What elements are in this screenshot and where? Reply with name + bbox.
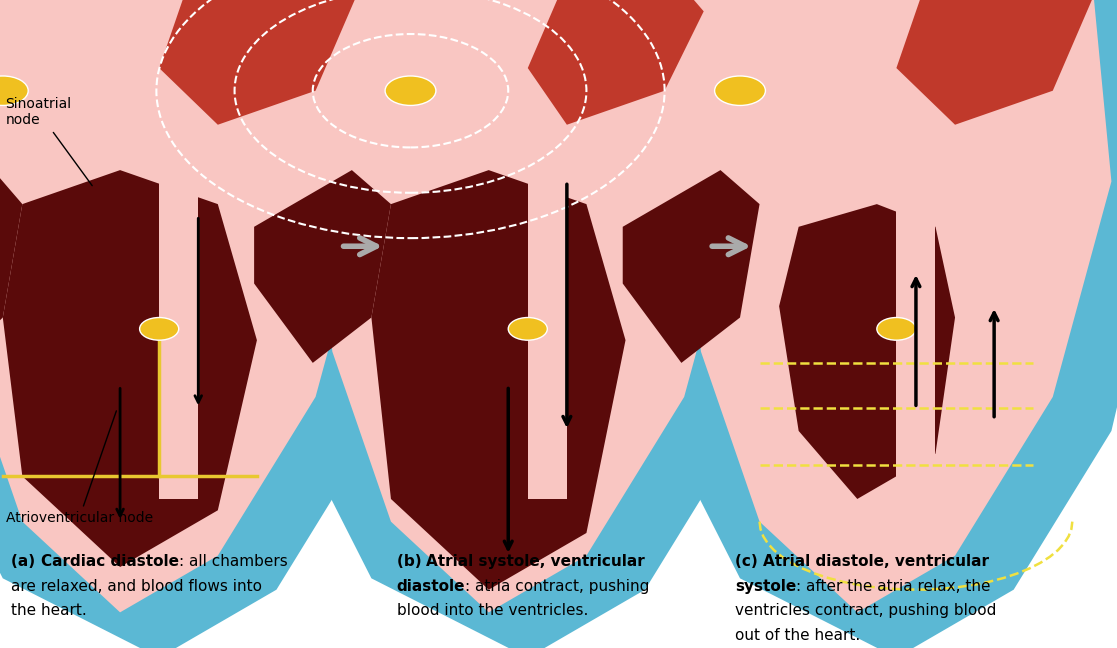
Polygon shape bbox=[313, 0, 743, 612]
Polygon shape bbox=[3, 170, 257, 567]
Polygon shape bbox=[528, 170, 566, 499]
Circle shape bbox=[0, 76, 28, 106]
Circle shape bbox=[140, 318, 179, 340]
Circle shape bbox=[877, 318, 916, 340]
Text: : after the atria relax, the: : after the atria relax, the bbox=[796, 579, 991, 594]
Text: (a): (a) bbox=[11, 554, 40, 569]
Polygon shape bbox=[704, 0, 821, 23]
Text: systole: systole bbox=[735, 579, 796, 594]
Polygon shape bbox=[681, 0, 1111, 612]
Polygon shape bbox=[603, 0, 1117, 648]
Text: Sinoatrial
node: Sinoatrial node bbox=[6, 97, 93, 186]
Text: ventricles contract, pushing blood: ventricles contract, pushing blood bbox=[735, 603, 996, 618]
Polygon shape bbox=[1072, 0, 1117, 23]
Polygon shape bbox=[896, 170, 935, 499]
Polygon shape bbox=[0, 0, 374, 612]
Polygon shape bbox=[779, 204, 955, 499]
Text: (c): (c) bbox=[735, 554, 763, 569]
Text: Atrial diastole, ventricular: Atrial diastole, ventricular bbox=[763, 554, 989, 569]
Circle shape bbox=[508, 318, 547, 340]
Text: (b): (b) bbox=[397, 554, 427, 569]
Polygon shape bbox=[0, 0, 433, 648]
Polygon shape bbox=[235, 0, 802, 648]
Circle shape bbox=[715, 76, 765, 106]
Text: diastole: diastole bbox=[397, 579, 465, 594]
Text: Atrioventricular node: Atrioventricular node bbox=[6, 411, 153, 526]
Polygon shape bbox=[160, 170, 199, 499]
Text: blood into the ventricles.: blood into the ventricles. bbox=[397, 603, 588, 618]
Circle shape bbox=[385, 76, 436, 106]
Text: : atria contract, pushing: : atria contract, pushing bbox=[465, 579, 649, 594]
Text: are relaxed, and blood flows into: are relaxed, and blood flows into bbox=[11, 579, 262, 594]
Polygon shape bbox=[335, 0, 452, 23]
Polygon shape bbox=[528, 0, 704, 124]
Text: the heart.: the heart. bbox=[11, 603, 87, 618]
Polygon shape bbox=[160, 0, 355, 124]
Text: Cardiac diastole: Cardiac diastole bbox=[40, 554, 179, 569]
Text: : all chambers: : all chambers bbox=[179, 554, 287, 569]
Text: out of the heart.: out of the heart. bbox=[735, 628, 860, 643]
Polygon shape bbox=[371, 170, 626, 590]
Polygon shape bbox=[0, 159, 22, 375]
Polygon shape bbox=[254, 170, 391, 363]
Text: Atrial systole, ventricular: Atrial systole, ventricular bbox=[427, 554, 646, 569]
Polygon shape bbox=[896, 0, 1091, 124]
Polygon shape bbox=[622, 170, 760, 363]
